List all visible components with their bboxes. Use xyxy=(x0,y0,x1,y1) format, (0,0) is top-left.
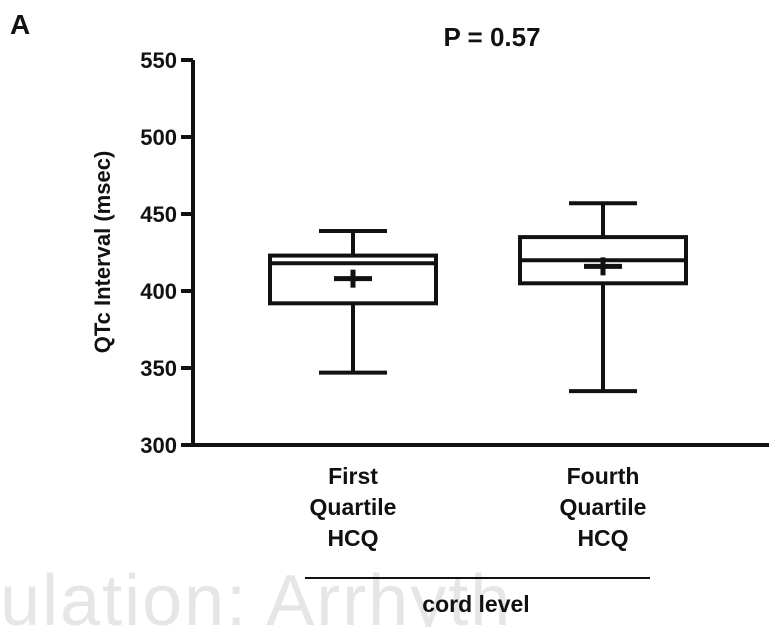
category-labels: First Quartile HCQ Fourth Quartile HCQ xyxy=(310,463,647,551)
category-label-line: Quartile xyxy=(310,494,397,520)
y-tick-label: 400 xyxy=(140,279,177,304)
y-ticks: 300 350 400 450 500 550 xyxy=(140,48,193,458)
y-tick-label: 350 xyxy=(140,356,177,381)
category-label-line: First xyxy=(328,463,378,489)
y-tick-label: 450 xyxy=(140,202,177,227)
y-tick-label: 300 xyxy=(140,433,177,458)
box-plots xyxy=(268,201,688,394)
category-label-line: HCQ xyxy=(577,525,628,551)
category-label-line: Quartile xyxy=(560,494,647,520)
y-tick-label: 500 xyxy=(140,125,177,150)
box-1 xyxy=(268,228,438,375)
background-watermark: ulation: Arrhyth xyxy=(0,561,512,627)
category-label-line: HCQ xyxy=(327,525,378,551)
box-2 xyxy=(518,201,688,394)
x-axis-group-label: cord level xyxy=(422,591,529,617)
category-label-line: Fourth xyxy=(567,463,640,489)
y-axis-label: QTc Interval (msec) xyxy=(90,151,115,354)
chart-title: P = 0.57 xyxy=(443,22,540,52)
panel-label: A xyxy=(10,9,30,40)
y-tick-label: 550 xyxy=(140,48,177,73)
